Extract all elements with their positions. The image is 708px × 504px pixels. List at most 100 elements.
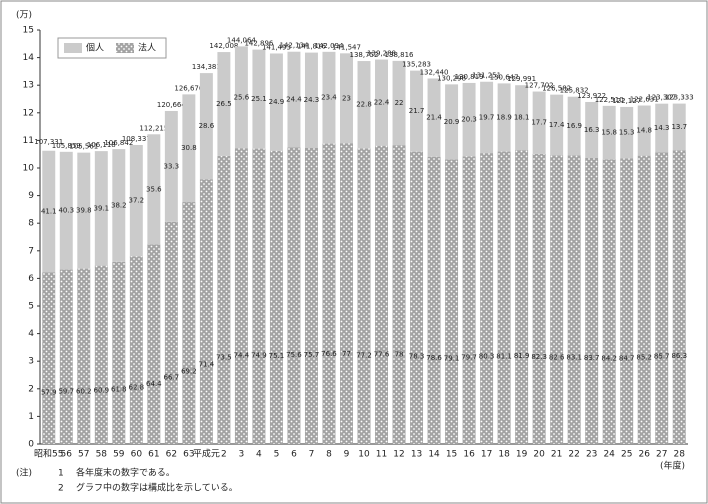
- bar-segment: [77, 152, 91, 269]
- total-label: 130,819: [455, 73, 484, 81]
- bar-segment: [42, 272, 56, 444]
- bar-segment: [182, 94, 196, 203]
- x-tick-label: 62: [166, 450, 177, 460]
- total-label: 123,333: [665, 94, 694, 102]
- value-label: 81.9: [514, 352, 530, 360]
- total-label: 141,816: [297, 43, 326, 51]
- total-label: 105,561: [69, 143, 98, 151]
- value-label: 24.3: [304, 96, 320, 104]
- value-label: 74.4: [234, 351, 250, 359]
- y-tick-label: 7: [28, 246, 34, 256]
- value-label: 75.1: [269, 352, 285, 360]
- bar-segment: [497, 151, 511, 444]
- bar-segment: [567, 155, 581, 444]
- total-label: 139,288: [367, 50, 396, 58]
- bar-segment: [392, 60, 406, 146]
- bar-segment: [304, 52, 318, 148]
- x-tick-label: 14: [428, 450, 440, 460]
- x-tick-label: 21: [551, 450, 562, 460]
- bar-segment: [672, 150, 686, 444]
- value-label: 24.9: [269, 98, 285, 106]
- bar-segment: [199, 179, 213, 445]
- bar-segment: [515, 150, 529, 444]
- bar-segment: [410, 70, 424, 152]
- legend-label: 個人: [86, 42, 104, 54]
- bar-segment: [322, 143, 336, 444]
- value-label: 20.3: [461, 116, 477, 124]
- x-tick-label: 12: [393, 450, 404, 460]
- x-tick-label: 17: [481, 450, 492, 460]
- y-tick-label: 13: [23, 81, 34, 91]
- value-label: 16.9: [566, 122, 582, 130]
- bar-segment: [340, 143, 353, 444]
- total-label: 122,127: [612, 97, 641, 105]
- x-tick-label: 13: [411, 450, 422, 460]
- total-label: 141,493: [262, 43, 291, 51]
- value-label: 28.6: [199, 122, 215, 130]
- value-label: 21.4: [426, 114, 442, 122]
- x-tick-label: 58: [96, 450, 108, 460]
- value-label: 60.9: [94, 386, 110, 394]
- y-tick-label: 12: [23, 108, 34, 118]
- value-label: 38.2: [111, 201, 127, 209]
- x-tick-label: 60: [131, 450, 143, 460]
- bar-segment: [287, 51, 301, 148]
- x-tick-label: 5: [274, 450, 280, 460]
- bar-segment: [445, 84, 459, 160]
- value-label: 37.2: [129, 197, 145, 205]
- total-label: 125,832: [560, 87, 589, 95]
- y-tick-label: 10: [23, 164, 35, 174]
- note-num: 1: [58, 469, 64, 479]
- bar-segment: [620, 106, 634, 159]
- x-tick-label: 7: [309, 450, 315, 460]
- bar-segment: [112, 149, 126, 262]
- x-tick-label: 3: [239, 450, 245, 460]
- x-tick-label: 27: [656, 450, 667, 460]
- value-label: 19.7: [479, 113, 495, 121]
- value-label: 15.8: [601, 129, 617, 137]
- bar-segment: [357, 61, 371, 149]
- note-num: 2: [58, 484, 64, 494]
- bar-segment: [655, 152, 669, 445]
- value-label: 23: [342, 94, 351, 102]
- value-label: 61.8: [111, 385, 127, 393]
- value-label: 76.6: [321, 350, 337, 358]
- y-tick-label: 15: [23, 26, 34, 36]
- value-label: 25.6: [234, 93, 250, 101]
- value-label: 62.8: [129, 384, 145, 392]
- legend-swatch: [116, 43, 134, 53]
- total-label: 126,582: [542, 85, 571, 93]
- bar-segment: [252, 148, 266, 444]
- value-label: 81.1: [496, 352, 512, 360]
- bar-segment: [515, 85, 529, 151]
- bar-segment: [567, 96, 581, 156]
- bar-segment: [357, 148, 371, 444]
- value-label: 14.8: [636, 127, 652, 135]
- bar-segment: [217, 155, 231, 444]
- y-tick-label: 5: [28, 302, 34, 312]
- x-tick-label: 4: [256, 450, 262, 460]
- total-label: 134,381: [192, 63, 221, 71]
- value-label: 77.2: [356, 351, 372, 359]
- bar-segment: [217, 52, 231, 156]
- total-label: 142,094: [314, 42, 343, 50]
- total-label: 123,307: [647, 94, 676, 102]
- value-label: 75.6: [286, 351, 302, 359]
- x-tick-label: 25: [621, 450, 632, 460]
- bar-segment: [304, 147, 318, 444]
- bar-segment: [585, 157, 599, 444]
- x-tick-label: 2: [221, 450, 227, 460]
- value-label: 40.3: [58, 207, 74, 215]
- value-label: 15.3: [619, 129, 635, 137]
- x-tick-label: 平成元: [193, 448, 220, 460]
- bar-segment: [59, 151, 73, 270]
- bar-segment: [269, 150, 283, 444]
- note-marker: (注): [16, 467, 32, 479]
- x-tick-label: 23: [586, 450, 597, 460]
- x-tick-label: 15: [446, 450, 457, 460]
- bar-segment: [445, 159, 459, 444]
- x-tick-label: 昭和55: [34, 449, 63, 460]
- bar-segment: [77, 268, 91, 444]
- y-tick-label: 11: [23, 136, 34, 146]
